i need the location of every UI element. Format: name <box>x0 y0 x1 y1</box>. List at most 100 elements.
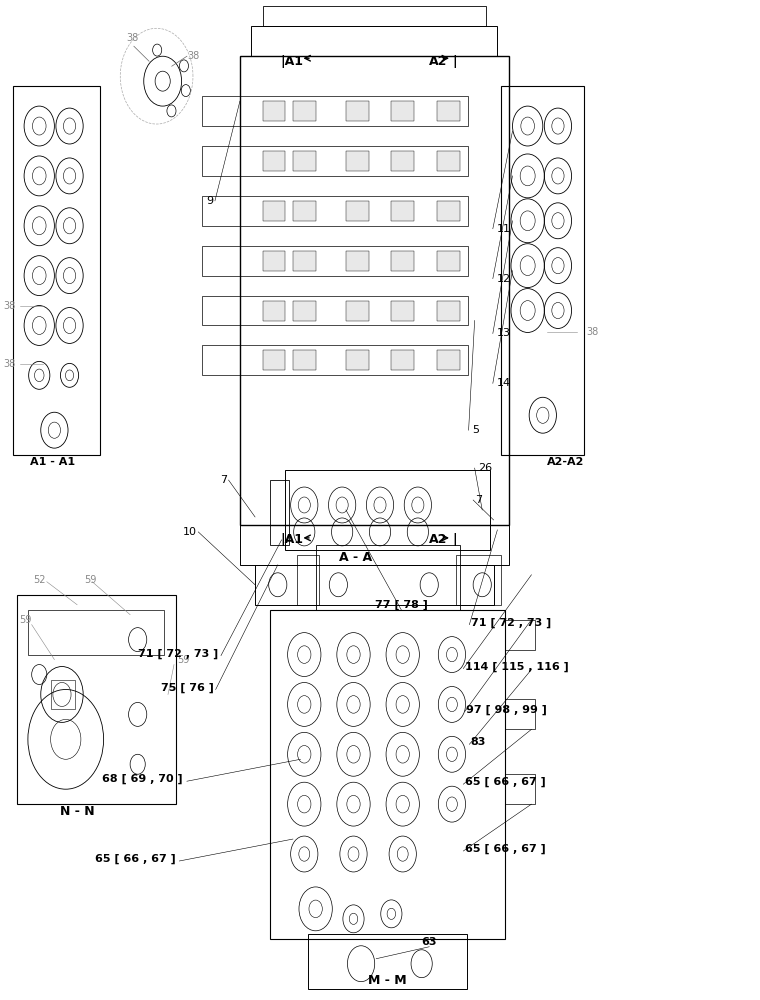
Text: M - M: M - M <box>369 974 407 987</box>
Bar <box>263 201 285 221</box>
Bar <box>293 350 315 370</box>
Text: 5: 5 <box>473 425 480 435</box>
Text: 77 [ 78 ]: 77 [ 78 ] <box>375 600 428 610</box>
Bar <box>202 196 240 226</box>
Text: A - A: A - A <box>339 551 372 564</box>
Text: 13: 13 <box>496 328 511 338</box>
Bar <box>346 350 369 370</box>
Bar <box>437 101 460 121</box>
Text: 75 [ 76 ]: 75 [ 76 ] <box>160 682 214 693</box>
Text: 83: 83 <box>471 737 486 747</box>
Bar <box>17 595 176 804</box>
Bar <box>263 101 285 121</box>
Text: A2: A2 <box>429 55 448 68</box>
Bar <box>252 26 497 56</box>
Bar <box>346 201 369 221</box>
Bar <box>346 151 369 171</box>
Bar <box>437 350 460 370</box>
Bar <box>202 296 240 325</box>
Bar <box>240 525 508 565</box>
Bar <box>437 201 460 221</box>
Bar <box>240 196 468 226</box>
Text: 11: 11 <box>496 224 511 234</box>
Bar <box>346 101 369 121</box>
Text: A1 - A1: A1 - A1 <box>30 457 75 467</box>
Bar <box>263 251 285 271</box>
Text: 68 [ 69 , 70 ]: 68 [ 69 , 70 ] <box>103 774 183 784</box>
Bar <box>293 151 315 171</box>
Bar <box>456 555 501 605</box>
Bar <box>263 350 285 370</box>
Bar <box>391 251 414 271</box>
Text: 14: 14 <box>496 378 511 388</box>
Text: 38: 38 <box>4 359 16 369</box>
Text: 71 [ 72 , 73 ]: 71 [ 72 , 73 ] <box>138 648 219 659</box>
Bar <box>505 620 535 650</box>
Bar <box>240 345 468 375</box>
Text: 38: 38 <box>4 301 16 311</box>
Text: 38: 38 <box>126 33 138 43</box>
Bar <box>240 296 468 325</box>
Text: 71 [ 72 , 73 ]: 71 [ 72 , 73 ] <box>471 618 551 628</box>
Bar <box>28 610 164 655</box>
Bar <box>202 96 240 126</box>
Bar <box>263 6 486 26</box>
Bar <box>505 699 535 729</box>
Bar <box>391 151 414 171</box>
Text: A2: A2 <box>429 533 448 546</box>
Text: 65 [ 66 , 67 ]: 65 [ 66 , 67 ] <box>465 777 546 787</box>
Text: 12: 12 <box>496 274 511 284</box>
Bar <box>271 610 505 939</box>
Bar <box>51 680 74 709</box>
Text: 38: 38 <box>586 327 598 337</box>
Text: N - N: N - N <box>60 805 94 818</box>
Text: 65 [ 66 , 67 ]: 65 [ 66 , 67 ] <box>95 854 176 864</box>
Bar <box>315 545 460 610</box>
Text: |: | <box>452 55 457 68</box>
Text: |: | <box>452 533 457 546</box>
Text: 97 [ 98 , 99 ]: 97 [ 98 , 99 ] <box>467 704 547 715</box>
Text: 52: 52 <box>33 575 46 585</box>
Text: 7: 7 <box>220 475 227 485</box>
Text: 7: 7 <box>475 495 482 505</box>
Bar <box>346 251 369 271</box>
Bar <box>296 555 319 605</box>
Bar <box>240 56 508 525</box>
Bar <box>240 146 468 176</box>
Bar <box>391 101 414 121</box>
Bar <box>505 774 535 804</box>
Text: 63: 63 <box>422 937 437 947</box>
Bar <box>501 86 584 455</box>
Text: |A1: |A1 <box>280 533 303 546</box>
Bar <box>391 350 414 370</box>
Text: |A1: |A1 <box>280 55 303 68</box>
Text: 9: 9 <box>206 196 214 206</box>
Bar <box>293 201 315 221</box>
Bar <box>13 86 100 455</box>
Bar <box>437 301 460 321</box>
Text: A2-A2: A2-A2 <box>547 457 584 467</box>
Text: 59: 59 <box>84 575 97 585</box>
Text: 38: 38 <box>187 51 199 61</box>
Text: 59: 59 <box>177 655 189 665</box>
Bar <box>346 301 369 321</box>
Text: 59: 59 <box>19 615 31 625</box>
Bar <box>437 251 460 271</box>
Bar <box>391 301 414 321</box>
Bar <box>285 470 489 550</box>
Bar <box>202 146 240 176</box>
Text: 114 [ 115 , 116 ]: 114 [ 115 , 116 ] <box>465 661 568 672</box>
Bar <box>202 345 240 375</box>
Bar <box>255 565 493 605</box>
Bar <box>293 101 315 121</box>
Bar <box>263 301 285 321</box>
Bar <box>240 246 468 276</box>
Bar <box>293 251 315 271</box>
Bar <box>293 301 315 321</box>
Text: 26: 26 <box>479 463 492 473</box>
Bar <box>308 934 467 989</box>
Bar <box>271 480 289 545</box>
Text: 65 [ 66 , 67 ]: 65 [ 66 , 67 ] <box>465 844 546 854</box>
Bar <box>202 246 240 276</box>
Bar <box>437 151 460 171</box>
